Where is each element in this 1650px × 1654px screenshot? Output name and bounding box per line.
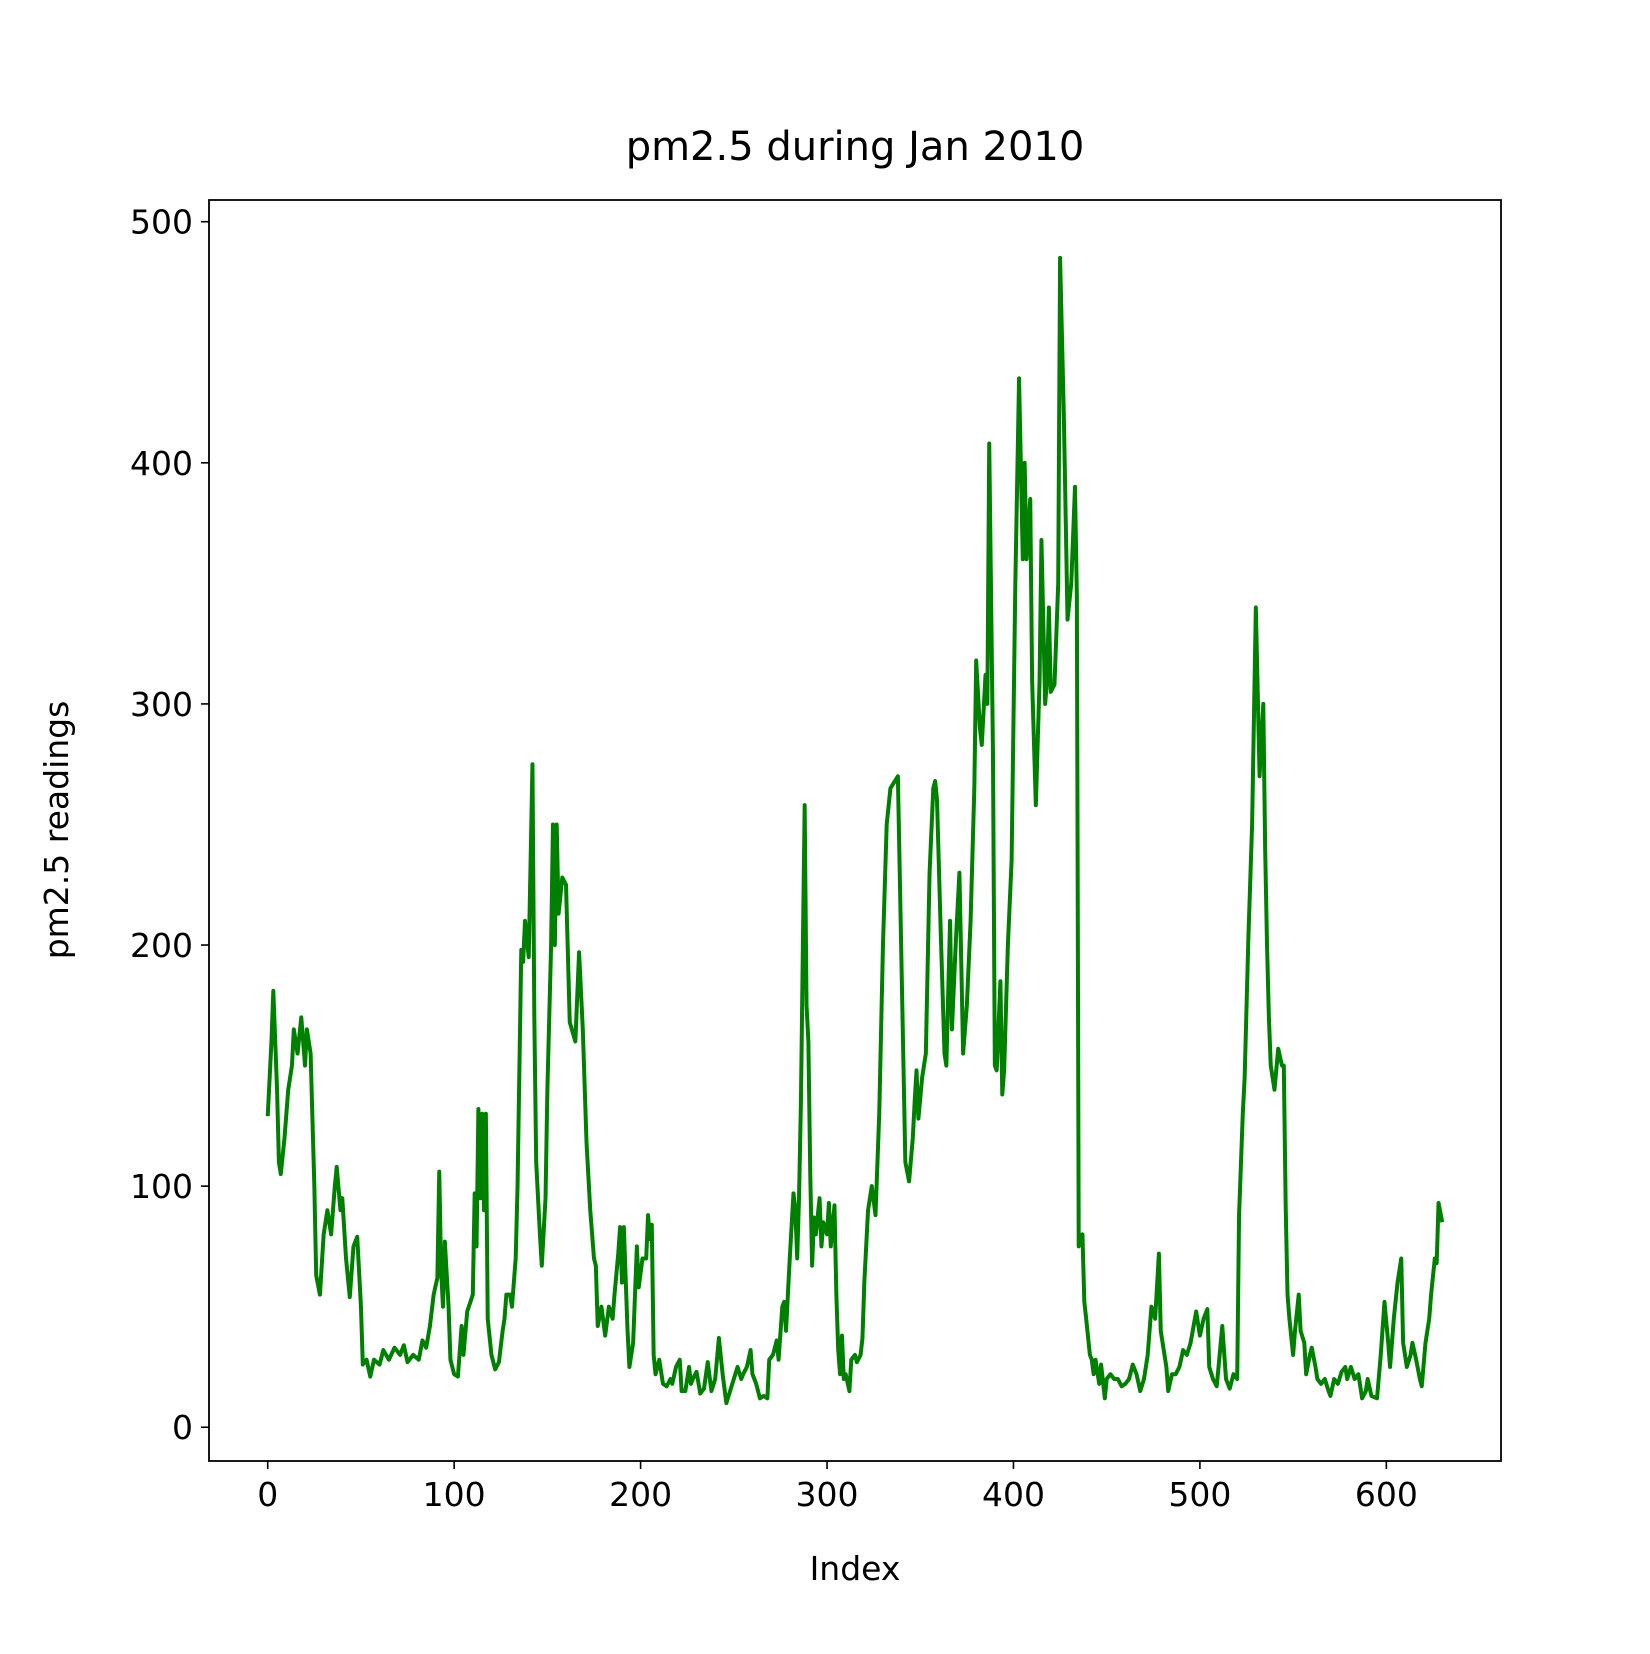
y-tick-label: 400 bbox=[130, 444, 193, 483]
y-tick-label: 300 bbox=[130, 685, 193, 724]
x-tick-label: 300 bbox=[796, 1475, 859, 1514]
x-tick-label: 200 bbox=[609, 1475, 672, 1514]
y-tick-label: 100 bbox=[130, 1167, 193, 1206]
y-tick-label: 200 bbox=[130, 926, 193, 965]
x-tick-label: 600 bbox=[1355, 1475, 1418, 1514]
chart-title: pm2.5 during Jan 2010 bbox=[626, 124, 1085, 170]
plot-frame bbox=[208, 199, 1502, 1462]
y-tick-label: 500 bbox=[130, 203, 193, 242]
y-axis-label: pm2.5 readings bbox=[37, 701, 76, 960]
y-tick-label: 0 bbox=[172, 1408, 193, 1447]
x-tick-label: 500 bbox=[1168, 1475, 1231, 1514]
x-tick-label: 400 bbox=[982, 1475, 1045, 1514]
data-line bbox=[265, 255, 1445, 1406]
x-axis-label: Index bbox=[810, 1549, 901, 1588]
x-tick-label: 100 bbox=[423, 1475, 486, 1514]
x-tick-label: 0 bbox=[257, 1475, 278, 1514]
